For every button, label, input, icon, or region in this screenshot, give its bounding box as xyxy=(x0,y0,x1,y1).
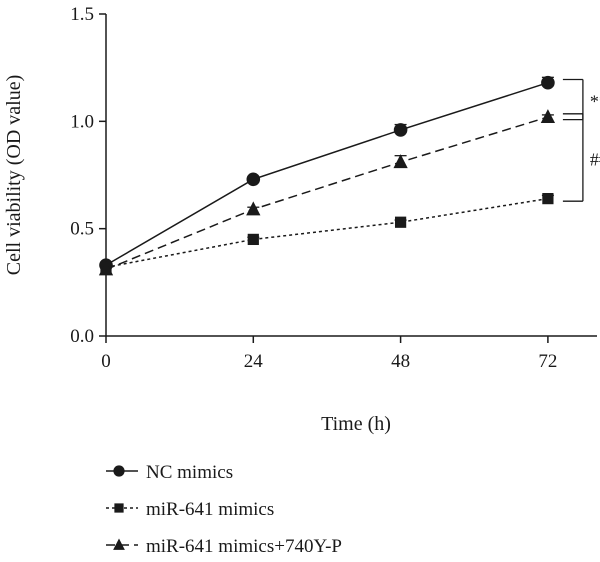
data-point xyxy=(541,75,555,90)
significance-bracket: ** xyxy=(562,78,600,121)
data-point xyxy=(98,261,114,276)
x-axis-title: Time (h) xyxy=(321,413,391,435)
y-tick-label: 0.5 xyxy=(70,219,94,240)
series-nc-mimics xyxy=(99,75,555,272)
legend-label: miR-641 mimics xyxy=(146,499,274,520)
legend-item: miR-641 mimics xyxy=(106,499,274,520)
y-axis-title: Cell viability (OD value) xyxy=(3,75,25,276)
series-line xyxy=(105,116,549,271)
y-tick-label: 1.0 xyxy=(70,111,94,132)
significance-label: ** xyxy=(590,92,600,112)
x-tick-label: 72 xyxy=(538,351,557,372)
legend-marker xyxy=(114,503,124,513)
x-tick-label: 24 xyxy=(244,351,264,372)
x-tick-label: 0 xyxy=(101,351,111,372)
annotation-layer: ** ## xyxy=(562,78,600,202)
axes: 0.0 0.5 1.0 1.5 0 24 48 72 xyxy=(70,4,597,372)
legend-label: NC mimics xyxy=(146,462,233,483)
significance-bracket: ## xyxy=(562,113,600,202)
data-point xyxy=(247,233,259,246)
data-point xyxy=(246,201,261,216)
series-line xyxy=(105,81,549,266)
series-mir-641-mimics-740y-p xyxy=(98,109,556,276)
data-point xyxy=(394,216,407,228)
data-point xyxy=(542,193,554,205)
series-layer xyxy=(98,75,556,276)
legend-marker xyxy=(113,465,125,477)
data-point xyxy=(393,123,408,137)
data-point xyxy=(246,172,261,187)
significance-label: ## xyxy=(590,150,600,170)
legend-item: miR-641 mimics+740Y-P xyxy=(106,536,342,557)
y-tick-label: 1.5 xyxy=(70,4,94,25)
y-tick-label: 0.0 xyxy=(70,326,94,347)
legend-item: NC mimics xyxy=(106,462,233,483)
x-tick-label: 48 xyxy=(391,351,410,372)
legend: NC mimics miR-641 mimics miR-641 mimics+74… xyxy=(106,462,342,557)
data-point xyxy=(393,154,408,169)
series-mir-641-mimics xyxy=(100,193,554,273)
series-line xyxy=(105,197,549,269)
legend-label: miR-641 mimics+740Y-P xyxy=(146,536,342,557)
legend-marker xyxy=(113,538,125,550)
data-point xyxy=(540,109,556,124)
